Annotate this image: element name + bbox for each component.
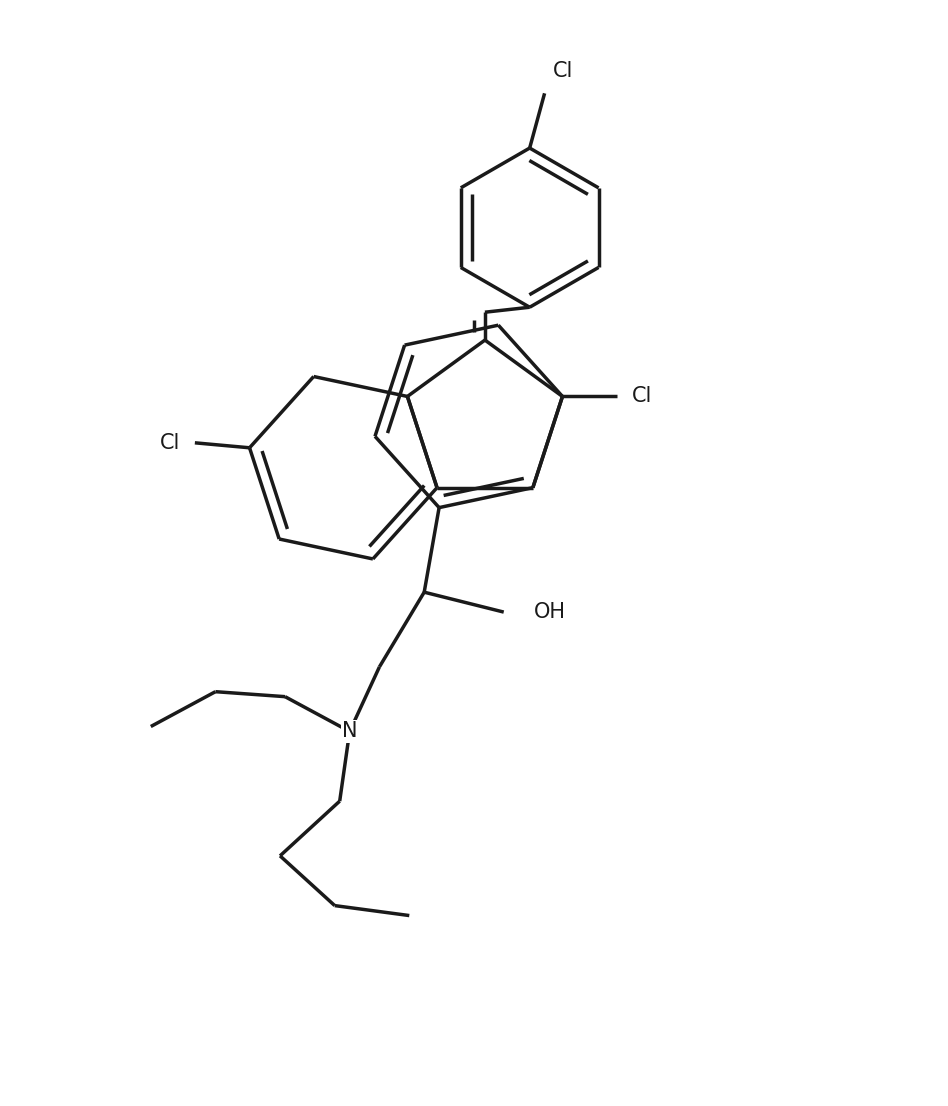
Text: N: N	[342, 721, 357, 741]
Text: Cl: Cl	[632, 386, 652, 406]
Text: Cl: Cl	[553, 61, 573, 82]
Text: OH: OH	[534, 602, 566, 622]
Text: Cl: Cl	[159, 432, 180, 452]
